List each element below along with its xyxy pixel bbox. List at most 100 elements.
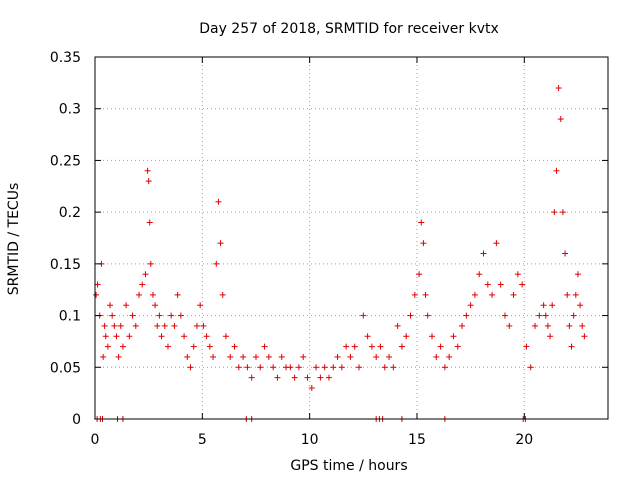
data-point — [514, 271, 521, 278]
y-tick-label: 0.2 — [59, 205, 81, 221]
data-point — [113, 333, 120, 340]
data-point — [274, 374, 281, 381]
data-point — [147, 260, 154, 267]
data-point — [559, 209, 566, 216]
data-point — [265, 353, 272, 360]
data-point — [129, 312, 136, 319]
x-axis-title: GPS time / hours — [290, 458, 407, 474]
data-point — [356, 364, 363, 371]
data-point — [416, 271, 423, 278]
data-point — [540, 302, 547, 309]
data-point — [493, 240, 500, 247]
data-point — [489, 291, 496, 298]
data-point — [428, 333, 435, 340]
data-point — [377, 343, 384, 350]
data-point — [123, 302, 130, 309]
data-point — [149, 291, 156, 298]
chart-title: Day 257 of 2018, SRMTID for receiver kvt… — [199, 21, 499, 37]
data-point — [231, 343, 238, 350]
data-point — [325, 374, 332, 381]
data-point — [261, 343, 268, 350]
data-point — [418, 219, 425, 226]
grid — [95, 57, 608, 419]
data-point — [139, 281, 146, 288]
y-tick-label: 0.25 — [50, 153, 81, 169]
data-point — [156, 312, 163, 319]
y-tick-label: 0.1 — [59, 309, 81, 325]
data-point — [566, 322, 573, 329]
data-points — [93, 85, 588, 422]
data-point — [433, 353, 440, 360]
data-point — [203, 333, 210, 340]
data-point — [553, 167, 560, 174]
data-point — [181, 333, 188, 340]
data-point — [145, 178, 152, 185]
plot-frame — [94, 56, 609, 420]
x-tick-label: 20 — [515, 432, 533, 448]
data-point — [579, 322, 586, 329]
data-point — [532, 322, 539, 329]
data-point — [523, 343, 530, 350]
x-tick-label: 10 — [301, 432, 319, 448]
x-tick-label: 15 — [408, 432, 426, 448]
data-point — [459, 322, 466, 329]
data-point — [570, 312, 577, 319]
data-point — [115, 353, 122, 360]
data-point — [252, 353, 259, 360]
data-point — [581, 333, 588, 340]
data-point — [398, 343, 405, 350]
data-point — [544, 322, 551, 329]
data-point — [536, 312, 543, 319]
data-point — [422, 291, 429, 298]
data-point — [146, 219, 153, 226]
x-tick-label: 5 — [198, 432, 207, 448]
data-point — [454, 343, 461, 350]
data-point — [463, 312, 470, 319]
data-point — [313, 364, 320, 371]
data-point — [334, 353, 341, 360]
data-point — [551, 209, 558, 216]
data-point — [291, 374, 298, 381]
data-point — [142, 271, 149, 278]
data-point — [568, 343, 575, 350]
data-point — [111, 322, 118, 329]
data-point — [104, 343, 111, 350]
data-point — [119, 343, 126, 350]
data-point — [215, 198, 222, 205]
data-point — [100, 353, 107, 360]
data-point — [213, 260, 220, 267]
data-point — [564, 291, 571, 298]
data-point — [480, 250, 487, 257]
y-tick-label: 0.05 — [50, 360, 81, 376]
data-point — [132, 322, 139, 329]
data-point — [360, 312, 367, 319]
y-axis-title: SRMTID / TECUs — [6, 183, 22, 296]
data-point — [193, 322, 200, 329]
data-point — [117, 322, 124, 329]
data-point — [542, 312, 549, 319]
data-point — [206, 343, 213, 350]
data-point — [446, 353, 453, 360]
data-point — [222, 333, 229, 340]
data-point — [184, 353, 191, 360]
data-point — [248, 374, 255, 381]
data-point — [235, 364, 242, 371]
data-point — [424, 312, 431, 319]
data-point — [126, 333, 133, 340]
data-point — [304, 374, 311, 381]
y-tick-label: 0 — [72, 412, 81, 428]
data-point — [562, 250, 569, 257]
data-point — [154, 322, 161, 329]
data-point — [467, 302, 474, 309]
y-tick-label: 0.3 — [59, 102, 81, 118]
data-point — [217, 240, 224, 247]
data-point — [381, 364, 388, 371]
x-tick-label: 0 — [91, 432, 100, 448]
data-point — [109, 312, 116, 319]
data-point — [93, 291, 100, 298]
data-point — [450, 333, 457, 340]
data-point — [390, 364, 397, 371]
data-point — [411, 291, 418, 298]
data-point — [577, 302, 584, 309]
data-point — [368, 343, 375, 350]
